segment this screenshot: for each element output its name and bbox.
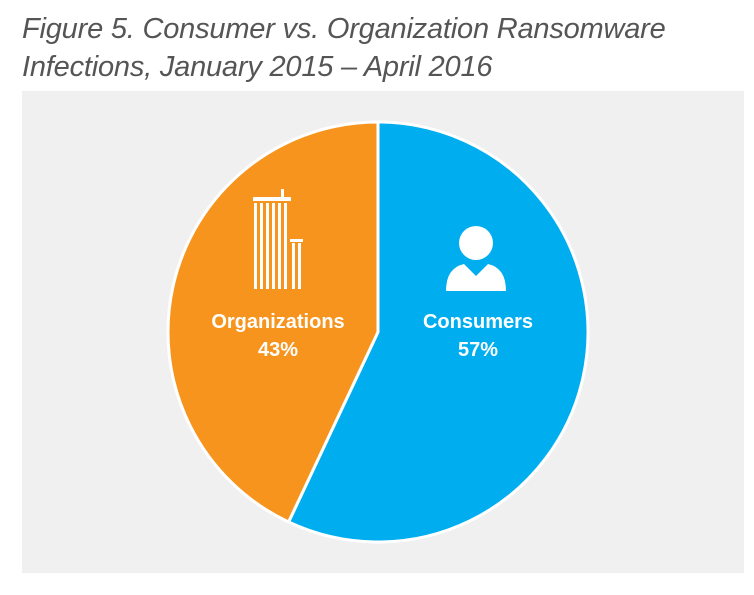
pie-slice-consumers bbox=[287, 120, 590, 544]
slice-value-organizations: 43% bbox=[258, 339, 298, 361]
figure-title-line-1: Figure 5. Consumer vs. Organization Rans… bbox=[22, 13, 666, 45]
figure-title: Figure 5. Consumer vs. Organization Rans… bbox=[22, 10, 742, 86]
slice-value-consumers: 57% bbox=[458, 339, 498, 361]
person-icon bbox=[446, 226, 506, 291]
building-icon bbox=[253, 189, 303, 289]
slice-label-consumers: Consumers bbox=[423, 311, 533, 333]
pie-slice-organizations bbox=[166, 120, 380, 524]
pie-slices bbox=[166, 120, 590, 544]
figure-title-line-2: Infections, January 2015 – April 2016 bbox=[22, 51, 493, 83]
slice-label-organizations: Organizations bbox=[211, 311, 344, 333]
